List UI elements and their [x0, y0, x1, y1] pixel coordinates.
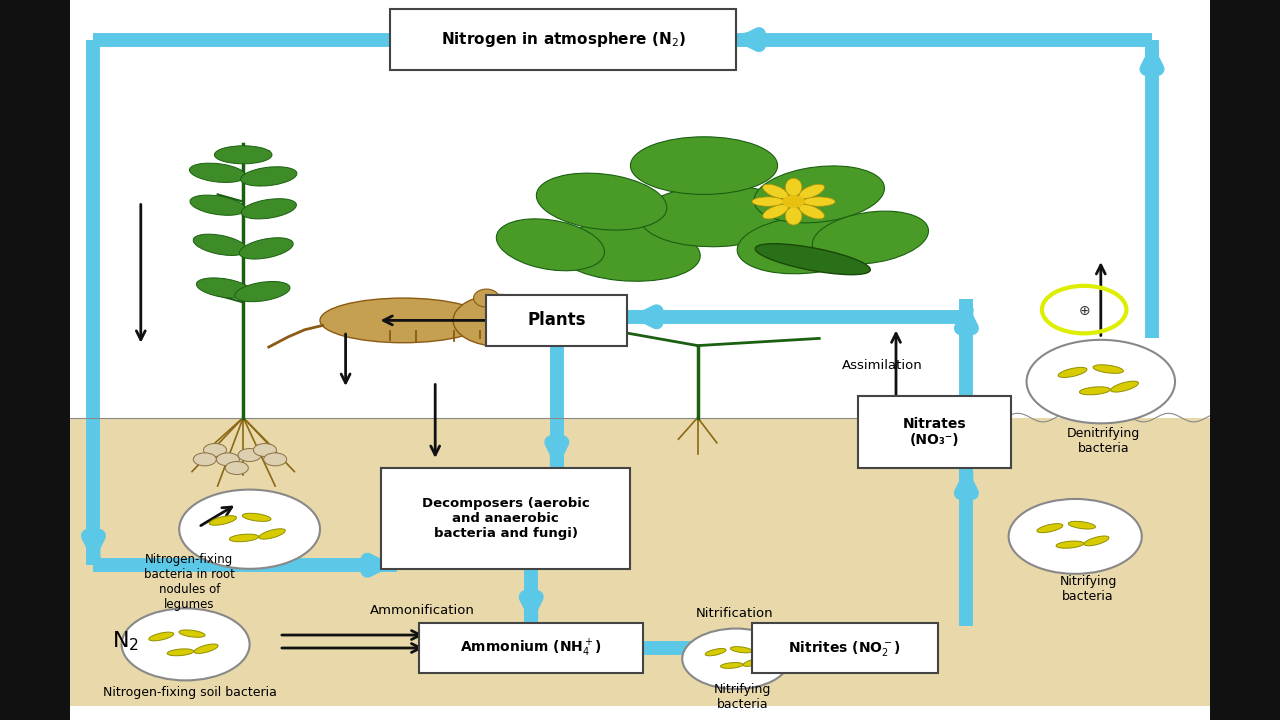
Text: Nitrifying
bacteria: Nitrifying bacteria [714, 683, 771, 711]
Ellipse shape [1084, 536, 1108, 546]
Ellipse shape [209, 516, 237, 526]
Text: Decomposers (aerobic
and anaerobic
bacteria and fungi): Decomposers (aerobic and anaerobic bacte… [421, 497, 590, 540]
Text: ⊕: ⊕ [1078, 304, 1091, 318]
Circle shape [179, 490, 320, 569]
FancyBboxPatch shape [753, 623, 937, 673]
Text: Nitrogen-fixing soil bacteria: Nitrogen-fixing soil bacteria [102, 686, 276, 699]
Ellipse shape [630, 137, 778, 194]
Ellipse shape [259, 528, 285, 539]
Ellipse shape [529, 492, 612, 516]
Ellipse shape [1079, 387, 1110, 395]
FancyBboxPatch shape [381, 468, 630, 569]
Ellipse shape [721, 662, 742, 668]
Ellipse shape [241, 199, 297, 219]
Ellipse shape [1059, 367, 1087, 377]
Ellipse shape [461, 475, 576, 507]
Ellipse shape [754, 166, 884, 223]
Ellipse shape [786, 179, 801, 197]
Ellipse shape [527, 510, 612, 521]
Ellipse shape [1069, 521, 1096, 529]
Bar [563, 516, 577, 537]
Ellipse shape [214, 145, 273, 163]
Ellipse shape [640, 185, 794, 247]
Ellipse shape [536, 173, 667, 230]
Ellipse shape [744, 659, 763, 667]
Circle shape [264, 453, 287, 466]
FancyBboxPatch shape [486, 295, 627, 346]
Ellipse shape [1093, 365, 1124, 374]
Bar [0, 0, 70, 720]
Ellipse shape [1056, 541, 1084, 548]
Text: Nitrification: Nitrification [696, 607, 773, 620]
Circle shape [782, 195, 805, 208]
Ellipse shape [195, 644, 218, 654]
Circle shape [204, 444, 227, 456]
Ellipse shape [193, 234, 247, 256]
Circle shape [238, 449, 261, 462]
Ellipse shape [148, 632, 174, 641]
Ellipse shape [234, 282, 291, 302]
Ellipse shape [755, 243, 870, 275]
Ellipse shape [763, 204, 788, 219]
Ellipse shape [753, 197, 783, 206]
Ellipse shape [1037, 523, 1062, 533]
Circle shape [1027, 340, 1175, 423]
Circle shape [225, 462, 248, 474]
Ellipse shape [518, 529, 544, 536]
Ellipse shape [763, 184, 788, 199]
Text: Nitrogen-fixing
bacteria in root
nodules of
legumes: Nitrogen-fixing bacteria in root nodules… [145, 553, 234, 611]
Bar [1210, 0, 1280, 720]
Ellipse shape [320, 298, 486, 343]
Circle shape [503, 313, 516, 320]
Text: Nitrites (NO$_2^-$): Nitrites (NO$_2^-$) [788, 639, 901, 657]
FancyBboxPatch shape [419, 623, 643, 673]
Ellipse shape [460, 498, 577, 513]
Circle shape [453, 294, 545, 346]
Text: Ammonium (NH$_4^+$): Ammonium (NH$_4^+$) [461, 637, 602, 659]
Circle shape [122, 608, 250, 680]
FancyBboxPatch shape [390, 9, 736, 71]
Ellipse shape [554, 222, 700, 282]
Bar [511, 504, 527, 531]
Ellipse shape [229, 534, 259, 541]
Text: Denitrifying
bacteria: Denitrifying bacteria [1066, 427, 1140, 454]
Ellipse shape [804, 197, 836, 206]
Text: Nitrifying
bacteria: Nitrifying bacteria [1060, 575, 1116, 603]
Ellipse shape [242, 513, 271, 521]
Text: Assimilation: Assimilation [842, 359, 923, 372]
Ellipse shape [241, 167, 297, 186]
Ellipse shape [189, 163, 246, 182]
Ellipse shape [705, 649, 726, 656]
Circle shape [682, 629, 790, 689]
Circle shape [193, 453, 216, 466]
Ellipse shape [474, 289, 499, 307]
FancyBboxPatch shape [858, 396, 1011, 468]
Ellipse shape [179, 630, 205, 637]
Ellipse shape [239, 238, 293, 259]
Text: N$_2$: N$_2$ [111, 629, 140, 652]
Bar [70, 418, 1210, 706]
Ellipse shape [799, 204, 824, 219]
Circle shape [216, 453, 239, 466]
Text: Nitrogen in atmosphere (N$_2$): Nitrogen in atmosphere (N$_2$) [440, 30, 686, 49]
Ellipse shape [799, 184, 824, 199]
Ellipse shape [527, 318, 548, 325]
Circle shape [1009, 499, 1142, 574]
Ellipse shape [737, 216, 876, 274]
Ellipse shape [168, 649, 193, 656]
Ellipse shape [731, 647, 753, 653]
Ellipse shape [189, 195, 246, 215]
Ellipse shape [499, 508, 525, 515]
Ellipse shape [557, 493, 582, 500]
Ellipse shape [497, 219, 604, 271]
Ellipse shape [813, 211, 928, 264]
Ellipse shape [786, 207, 801, 225]
Text: Nitrates
(NO₃⁻): Nitrates (NO₃⁻) [902, 417, 966, 447]
Text: Ammonification: Ammonification [370, 604, 475, 617]
Ellipse shape [1111, 381, 1138, 392]
Ellipse shape [196, 278, 252, 298]
Text: Plants: Plants [527, 311, 586, 329]
Circle shape [253, 444, 276, 456]
